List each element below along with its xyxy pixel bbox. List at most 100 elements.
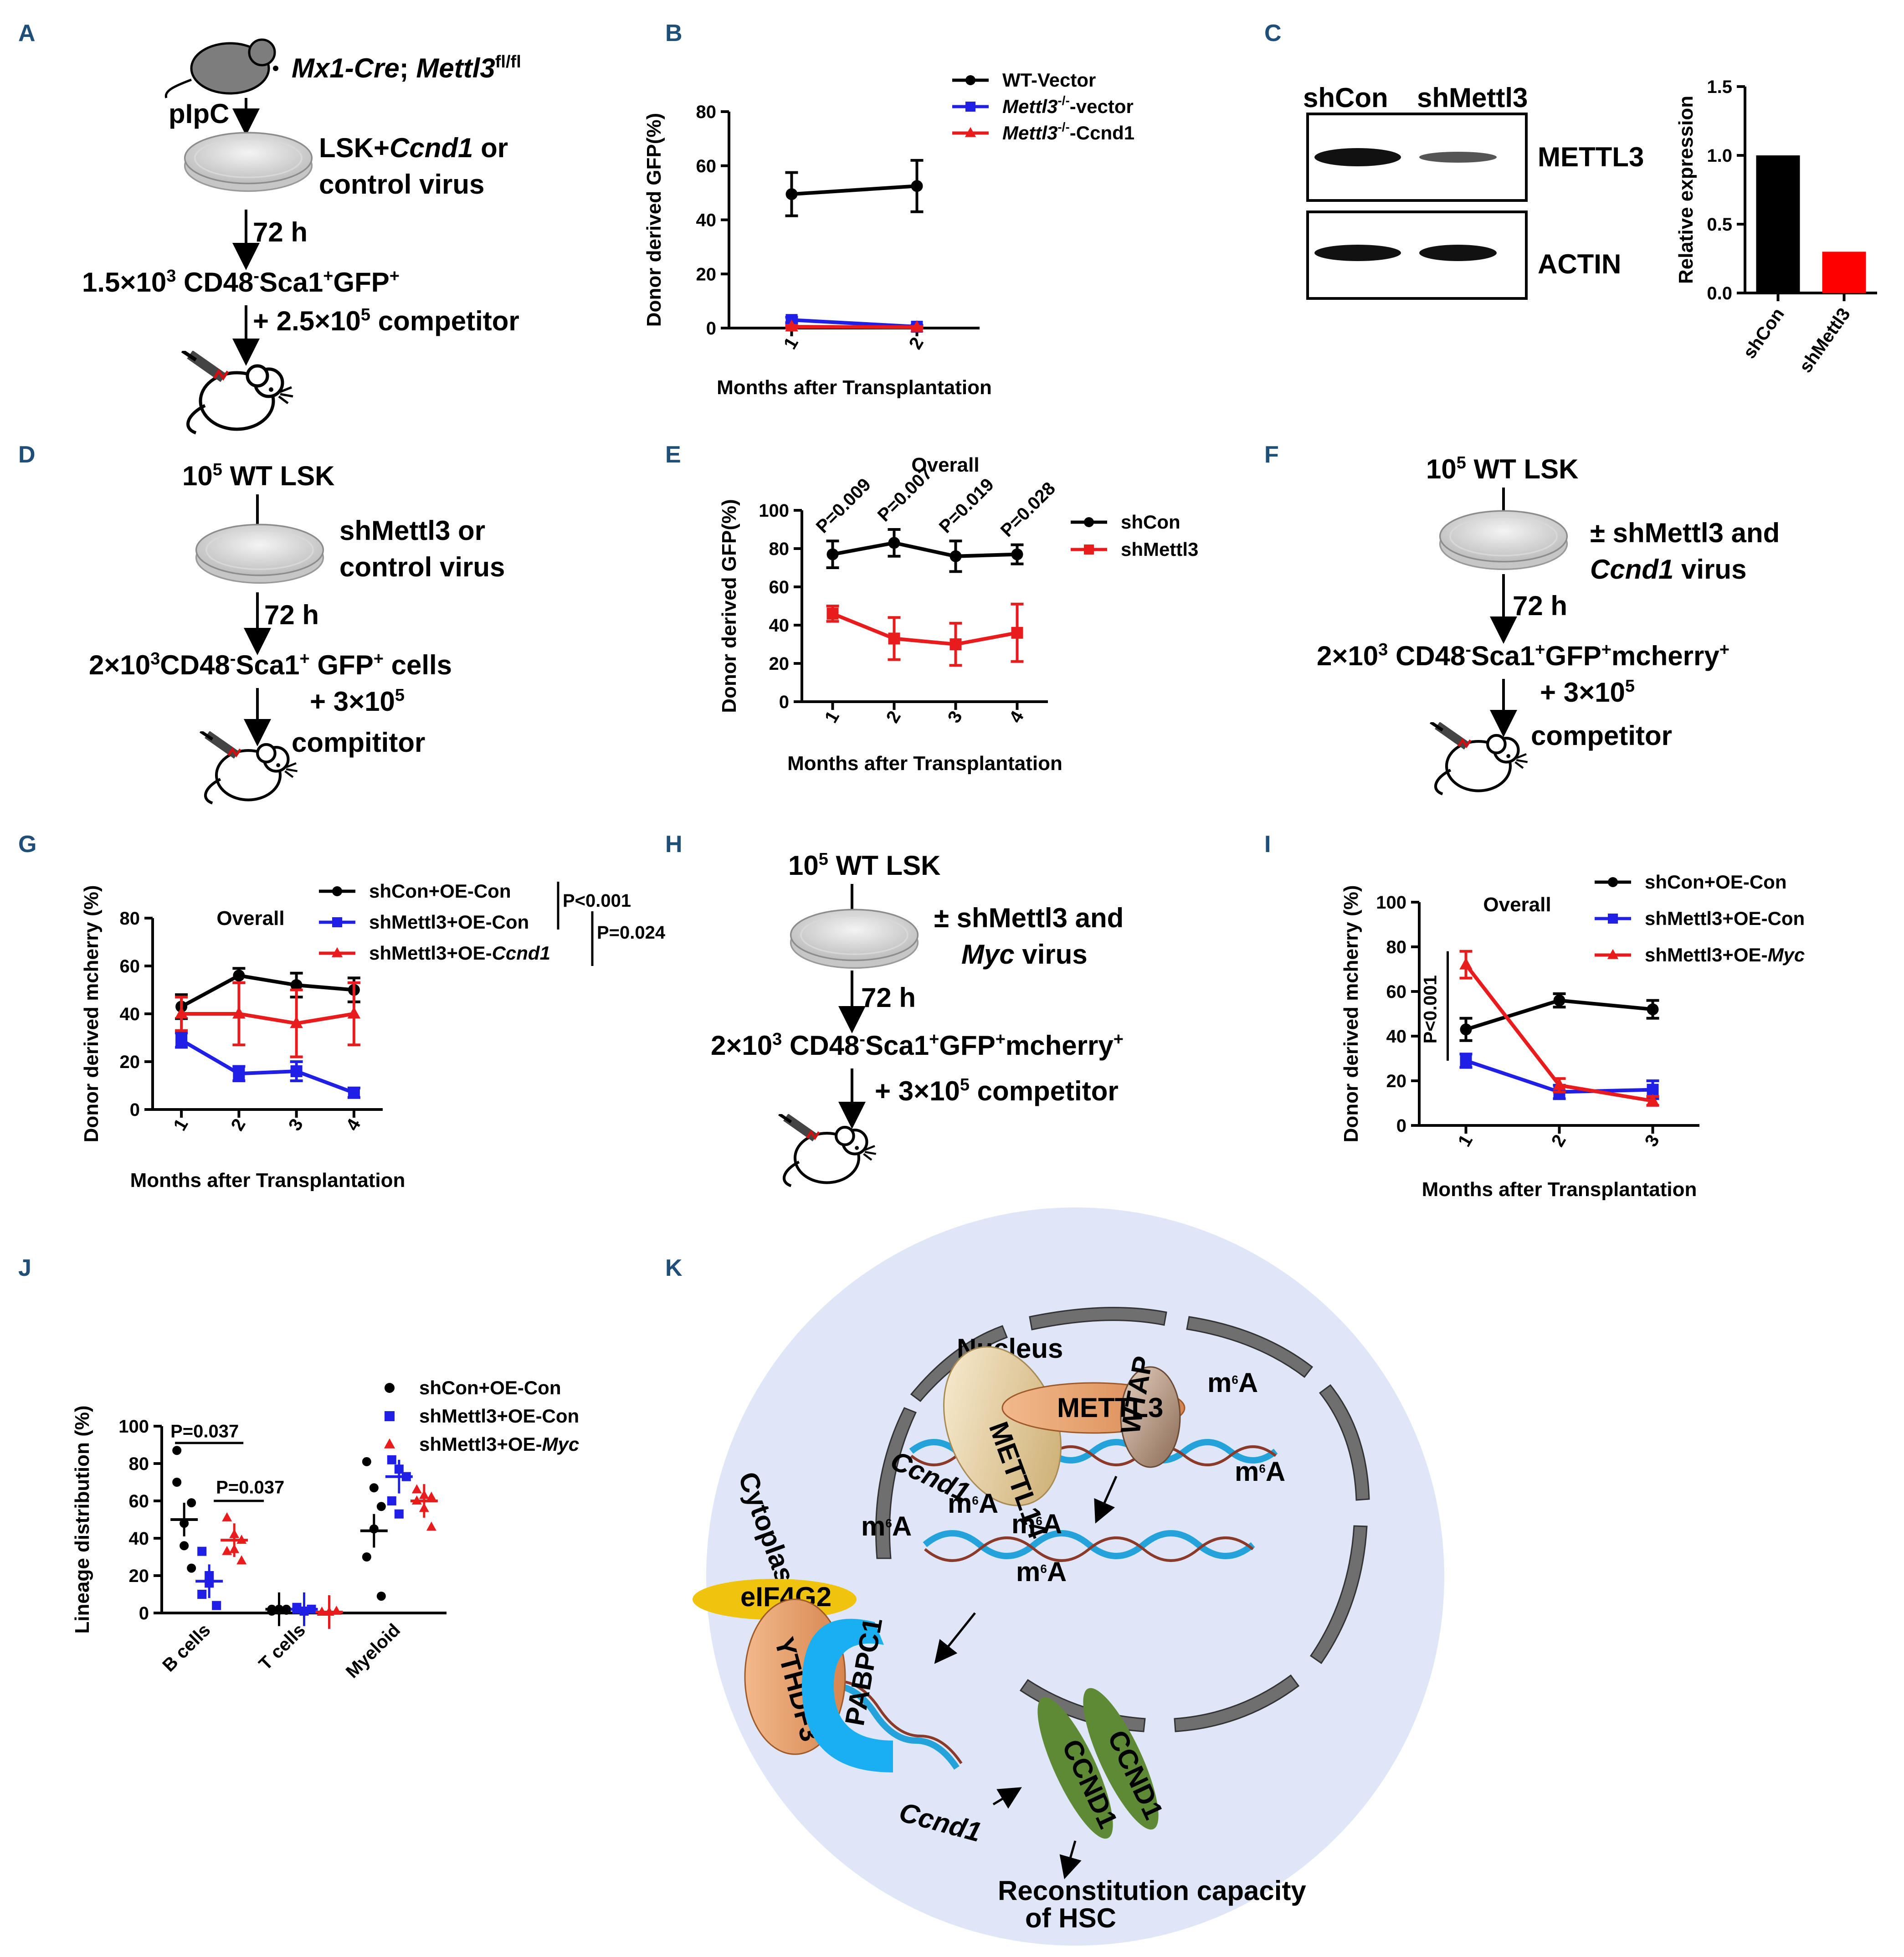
chart-e-ytick-label-5: 100 <box>759 501 789 521</box>
chart-i-ytick-label-1: 20 <box>1386 1071 1407 1091</box>
chart-j-point-0-2-1 <box>369 1483 379 1493</box>
panel-a-scheme: Mx1-Cre; Mettl3fl/fl pIpC LSK+Ccnd1 or c… <box>82 38 521 433</box>
cells-a3: Sca1 <box>259 267 323 298</box>
d-cells-5: cells <box>384 650 452 680</box>
m6a-m-3: m <box>948 1488 972 1519</box>
time-label: 72 h <box>253 217 308 247</box>
chart-j-point-1-0-3 <box>197 1590 207 1599</box>
m6a-sup-3: 6 <box>972 1494 978 1507</box>
chart-j-pvalue-0: P=0.037 <box>170 1422 239 1442</box>
h-cells-4: GFP <box>939 1030 995 1061</box>
chart-i-y-axis-title: Donor derived mcherry (%) <box>1340 885 1362 1143</box>
chart-g-point-1-3 <box>348 1087 360 1099</box>
virus-text-gene: Ccnd1 <box>390 133 473 163</box>
d-cells-1: 2×10 <box>89 650 150 680</box>
f-comp-sup: 5 <box>1625 677 1635 696</box>
chart-i-point-2-1 <box>1553 1078 1566 1090</box>
chart-g-legend-label-2: shMettl3+OE-Ccnd1 <box>369 942 550 964</box>
chart-i-point-0-0 <box>1460 1023 1472 1036</box>
chart-b-legend-sup-1: -/- <box>1057 93 1069 108</box>
chart-b-legend-italic-1: Mettl3 <box>1002 96 1057 117</box>
chart-j-ytick-label-4: 80 <box>129 1454 149 1474</box>
chart-e-pvalue-2: P=0.019 <box>935 474 998 537</box>
chart-j-legend-marker-2 <box>384 1438 395 1448</box>
h-comp-sup: 5 <box>960 1075 970 1094</box>
chart-b-legend-label-0: WT-Vector <box>1002 69 1096 91</box>
chart-j-legend-marker-1 <box>385 1411 395 1421</box>
h-time: 72 h <box>861 982 916 1013</box>
chart-i-point-0-2 <box>1647 1003 1659 1016</box>
chart-b-legend-marker-2 <box>965 127 976 137</box>
chart-g-xtick-label-1: 2 <box>227 1115 250 1134</box>
culture-dish-icon <box>184 132 313 192</box>
chart-e-pvalue-1: P=0.007 <box>874 463 936 525</box>
chart-j-point-0-0-0 <box>172 1446 182 1455</box>
chart-g-point-2-0 <box>174 1007 188 1019</box>
chart-i-xtick-label-2: 3 <box>1641 1131 1663 1150</box>
genotype-mettl3: Mettl3 <box>416 53 495 83</box>
cells-a3-sup: + <box>323 267 333 286</box>
chart-j-lineage: 0 20 40 60 80 100 Lineage distribution (%) B ce… <box>71 1377 579 1682</box>
ccnd1-protein-1 <box>1037 1697 1113 1839</box>
d-cells: 2×103CD48-Sca1+ GFP+ cells <box>89 649 452 680</box>
chart-b-legend-sup-2: -/- <box>1057 120 1069 134</box>
cell-number-label: 1.5×103 CD48-Sca1+GFP+ <box>82 267 400 298</box>
h-lsk-2: WT LSK <box>828 850 941 881</box>
chart-e-series-line-0 <box>832 541 1017 558</box>
chart-j-point-2-0-5 <box>236 1555 247 1565</box>
chart-j-point-0-2-5 <box>376 1592 386 1601</box>
chart-j-xtick-label-0: B cells <box>159 1620 214 1675</box>
band-mettl3-shcon <box>1314 148 1401 166</box>
chart-e-point-1-1 <box>888 632 900 645</box>
chart-g-ytick-label-3: 60 <box>120 956 140 976</box>
chart-j-point-1-0-2 <box>212 1601 221 1610</box>
panel-d-scheme: 105 WT LSK shMettl3 or control virus 72 … <box>89 460 505 803</box>
h-cells-1: 2×10 <box>711 1030 772 1061</box>
chart-e-xtick-label-3: 4 <box>1006 707 1028 726</box>
chart-j-point-1-2-4 <box>394 1509 404 1519</box>
chart-i-xtick-label-0: 1 <box>1454 1131 1477 1150</box>
m6a-mark-2: m6A <box>1235 1456 1285 1487</box>
f-cells-5-sup: + <box>1719 640 1730 659</box>
chart-j-point-0-0-3 <box>172 1478 182 1487</box>
chart-e-ytick-label-2: 40 <box>769 616 790 636</box>
chart-g-point-1-1 <box>233 1068 245 1080</box>
chart-j-legend-label-2: shMettl3+OE-Myc <box>419 1433 579 1455</box>
f-lsk-label: 105 WT LSK <box>1426 453 1579 484</box>
virus-line-2: control virus <box>319 169 484 200</box>
chart-c-y-axis-title: Relative expression <box>1675 96 1697 284</box>
chart-b-ytick-label-1: 20 <box>696 264 717 284</box>
chart-b-ytick-label-0: 0 <box>706 318 716 339</box>
panel-label-k: K <box>665 1255 683 1281</box>
chart-e-point-1-0 <box>826 607 839 620</box>
chart-i-legend-italic-2: Myc <box>1768 944 1805 966</box>
chart-b-legend-label-1: Mettl3-/--vector <box>1002 93 1134 117</box>
f-virus-1: ± shMettl3 and <box>1590 518 1780 548</box>
chart-c-relative-expression: 0.0 0.5 1.0 1.5 Relative expression shCon shMe… <box>1675 77 1877 376</box>
chart-j-point-0-2-3 <box>362 1552 371 1561</box>
chart-g-title: Overall <box>216 907 284 930</box>
chart-c-bar-0 <box>1756 155 1800 293</box>
chart-c-xtick-label-1: shMettl3 <box>1796 304 1854 376</box>
chart-e-point-0-2 <box>949 550 962 562</box>
chart-b-legend-marker-1 <box>965 102 975 112</box>
d-virus-1: shMettl3 or <box>339 515 485 546</box>
chart-j-legend-italic-2: Myc <box>542 1433 580 1455</box>
chart-b-ytick-label-3: 60 <box>696 156 717 176</box>
f-cells-sup: 3 <box>1378 640 1388 659</box>
chart-j-point-1-2-0 <box>387 1455 396 1464</box>
f-cells: 2×103 CD48-Sca1+GFP+mcherry+ <box>1317 640 1730 671</box>
h-cells-5-sup: + <box>1114 1030 1124 1049</box>
h-virus-2: Myc virus <box>961 939 1088 970</box>
chart-i-legend-marker-1 <box>1608 914 1618 924</box>
chart-j-legend-label-1: shMettl3+OE-Con <box>419 1405 579 1427</box>
h-lsk-label: 105 WT LSK <box>788 850 941 881</box>
lane-label-shcon: shCon <box>1303 82 1388 113</box>
chart-c-xtick-label-0: shCon <box>1739 304 1788 362</box>
panel-label-f: F <box>1264 442 1279 468</box>
chart-g-legend-marker-2 <box>331 947 343 957</box>
chart-b-y-axis-title: Donor derived GFP(%) <box>643 113 665 327</box>
comp-a2: competitor <box>370 306 519 336</box>
chart-e-ytick-label-4: 80 <box>769 539 790 559</box>
